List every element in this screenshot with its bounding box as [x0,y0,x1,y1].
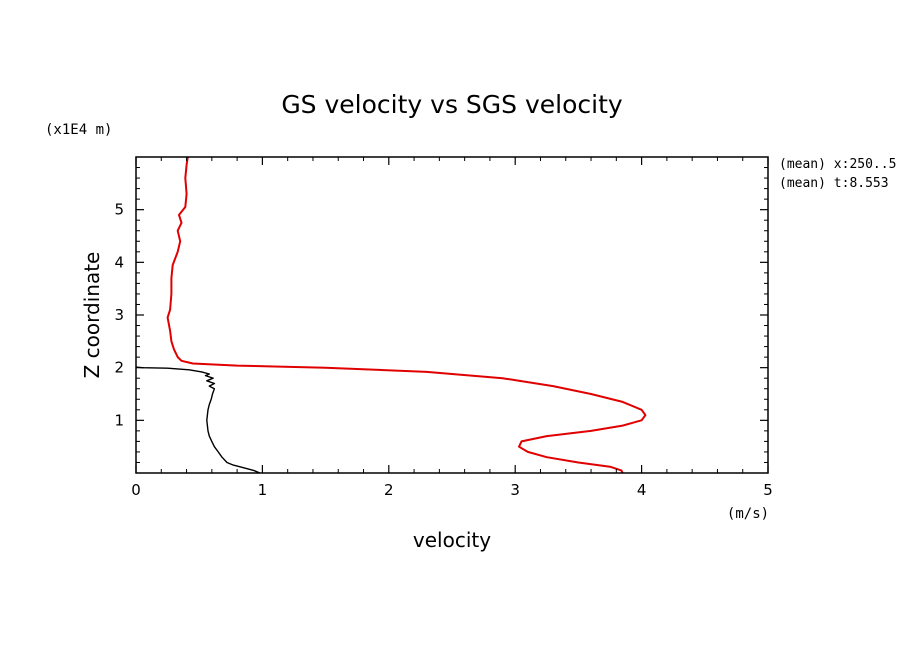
x-tick-label: 2 [384,481,394,499]
x-axis-label: velocity [413,528,491,552]
mean-t-annotation: (mean) t:8.553 [779,176,889,191]
mean-x-annotation: (mean) x:250..5 [779,157,896,172]
y-axis-label: Z coordinate [80,252,104,379]
series-line-1 [135,366,261,474]
series-line-2 [166,156,647,474]
y-tick-label: 4 [114,253,124,271]
y-tick-label: 3 [114,306,124,324]
series-layer [135,156,647,474]
x-tick-label: 4 [637,481,647,499]
chart-title: GS velocity vs SGS velocity [281,90,623,119]
y-tick-label: 2 [114,359,124,377]
y-tick-label: 1 [114,411,124,429]
x-tick-label: 0 [131,481,141,499]
plot-frame [135,156,769,474]
x-axis-unit: (m/s) [727,506,769,522]
x-tick-label: 3 [510,481,520,499]
y-axis-unit: (x1E4 m) [45,122,112,138]
tick-layer: 0 1 2 3 4 5 1 2 3 4 5 [114,157,773,499]
y-tick-label: 5 [114,201,124,219]
x-tick-label: 1 [258,481,268,499]
x-tick-label: 5 [763,481,773,499]
